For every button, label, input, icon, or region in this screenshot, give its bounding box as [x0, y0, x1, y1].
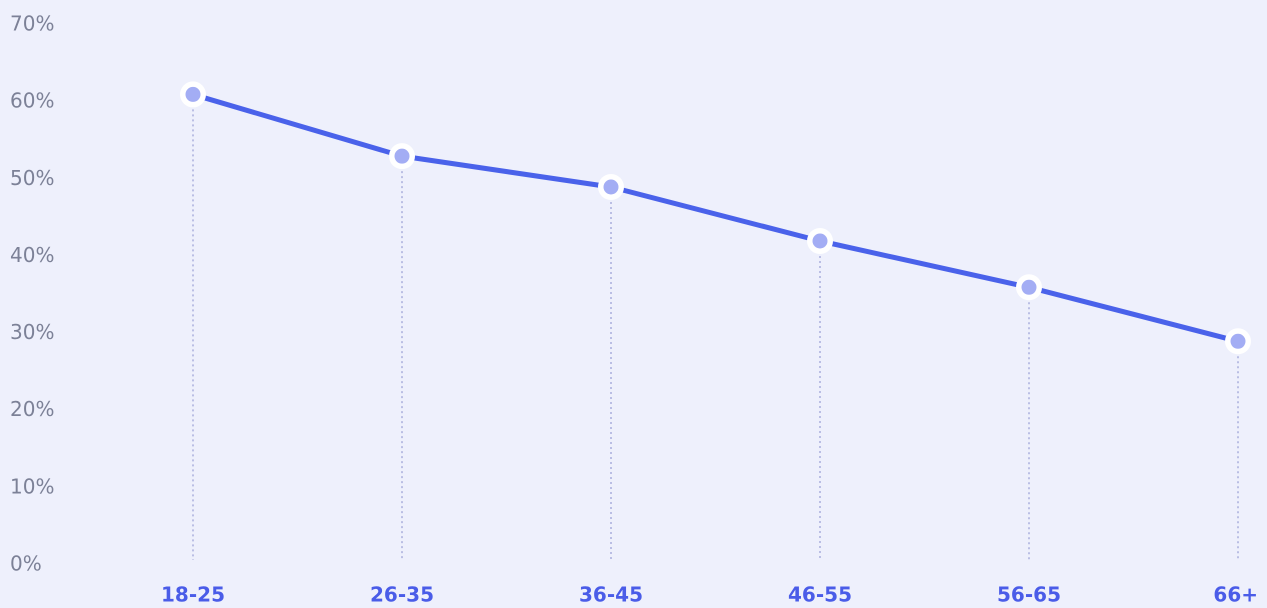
y-tick-label: 50%: [10, 166, 54, 190]
y-tick-label: 20%: [10, 397, 54, 421]
point: [1230, 333, 1246, 349]
x-tick-label: 66+: [1213, 583, 1258, 607]
x-tick-label: 46-55: [788, 583, 852, 607]
y-tick-label: 0%: [10, 552, 42, 576]
line: [192, 92, 1239, 344]
y-tick-label: 70%: [10, 12, 54, 36]
x-tick-label: 26-35: [370, 583, 434, 607]
y-tick-label: 40%: [10, 243, 54, 267]
x-tick-label: 56-65: [997, 583, 1061, 607]
x-tick-label: 18-25: [161, 583, 225, 607]
y-tick-label: 10%: [10, 474, 54, 498]
point: [1021, 279, 1037, 295]
point: [185, 86, 201, 102]
x-tick-label: 36-45: [579, 583, 643, 607]
point: [603, 179, 619, 195]
y-tick-label: 30%: [10, 320, 54, 344]
point: [812, 233, 828, 249]
y-tick-label: 60%: [10, 89, 54, 113]
point: [394, 148, 410, 164]
